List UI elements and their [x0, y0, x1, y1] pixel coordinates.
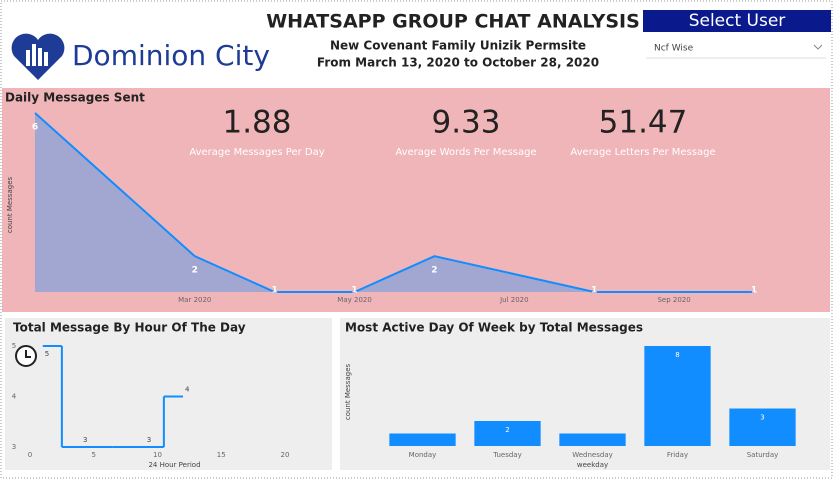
value-label: 2	[505, 426, 509, 434]
y-tick-label: 5	[12, 342, 16, 350]
value-label: 3	[147, 436, 151, 444]
value-label: 5	[45, 350, 49, 358]
x-axis-label: 24 Hour Period	[148, 461, 200, 469]
kpi-label: Average Letters Per Message	[570, 147, 715, 158]
filter-dropdown[interactable]: Ncf Wise	[646, 44, 826, 59]
x-tick-label: Monday	[409, 451, 437, 459]
panel-hour	[5, 318, 332, 470]
bar	[644, 346, 711, 446]
x-tick-label: Sep 2020	[657, 296, 690, 304]
kpi-value: 51.47	[599, 105, 688, 141]
logo-heart	[11, 33, 65, 80]
subtitle: New Covenant Family Unizik Permsite	[330, 39, 586, 53]
x-tick-label: 20	[281, 451, 290, 459]
chevron	[813, 44, 823, 50]
kpi-value: 9.33	[431, 105, 500, 141]
x-tick-label: May 2020	[337, 296, 372, 304]
clock-icon	[15, 345, 37, 367]
chart-title: Daily Messages Sent	[5, 91, 145, 105]
area	[35, 113, 754, 292]
period: From March 13, 2020 to October 28, 2020	[317, 56, 599, 70]
kpi-value: 1.88	[222, 105, 291, 141]
panel-daily	[2, 88, 830, 312]
value-label: 4	[185, 386, 190, 394]
chart-title: Total Message By Hour Of The Day	[13, 321, 246, 335]
x-tick-label: 15	[217, 451, 226, 459]
x-tick-label: Friday	[667, 451, 688, 459]
value-label: 3	[83, 436, 87, 444]
x-tick-label: Saturday	[747, 451, 779, 459]
filter-value[interactable]: Ncf Wise	[654, 44, 694, 54]
x-tick-label: Wednesday	[572, 451, 613, 459]
value-label: 2	[192, 266, 198, 276]
value-label: 6	[32, 123, 38, 133]
value-label: 1	[351, 286, 357, 296]
line	[34, 112, 754, 293]
value-label: 3	[760, 414, 764, 422]
bar	[389, 433, 456, 446]
logo-text: Dominion City	[72, 39, 270, 72]
x-tick-label: Jul 2020	[499, 296, 529, 304]
x-tick-label: 5	[92, 451, 96, 459]
chart-title: Most Active Day Of Week by Total Message…	[345, 321, 643, 335]
kpi-label: Average Messages Per Day	[189, 147, 324, 158]
y-tick-label: 4	[12, 393, 17, 401]
bar	[729, 408, 796, 446]
x-axis-label: weekday	[577, 461, 608, 469]
title: WHATSAPP GROUP CHAT ANALYSIS	[266, 11, 640, 33]
filter-header	[643, 10, 831, 32]
panel-weekday	[340, 318, 830, 470]
y-axis-label: count Messages	[344, 364, 352, 421]
x-tick-label: Mar 2020	[178, 296, 211, 304]
y-axis-label: count Messages	[6, 177, 14, 234]
kpi-label: Average Words Per Message	[395, 147, 536, 158]
value-label: 8	[675, 351, 679, 359]
bar	[559, 433, 626, 446]
value-label: 1	[272, 286, 278, 296]
y-tick-label: 3	[12, 443, 16, 451]
logo-skyline	[26, 44, 48, 66]
value-label: 1	[591, 286, 597, 296]
value-label: 2	[431, 266, 437, 276]
x-tick-label: 0	[28, 451, 32, 459]
filter-label: Select User	[689, 11, 786, 31]
value-label: 1	[751, 286, 757, 296]
x-tick-label: 10	[153, 451, 162, 459]
x-tick-label: Tuesday	[492, 451, 521, 459]
bar	[474, 421, 541, 446]
